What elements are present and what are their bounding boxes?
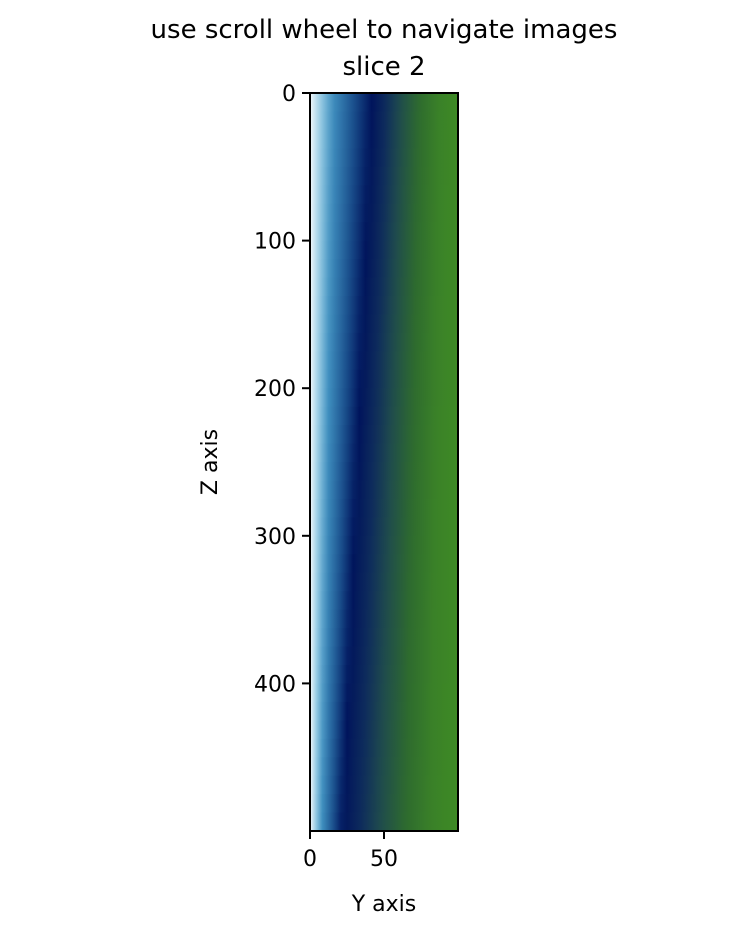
y-axis-label: Z axis [198, 429, 223, 495]
heatmap-row [310, 609, 458, 629]
y-tick-label: 0 [282, 82, 296, 107]
heatmap-row [310, 369, 458, 389]
heatmap-row [310, 591, 458, 611]
heatmap-row [310, 129, 458, 149]
heatmap-row [310, 628, 458, 648]
heatmap-row [310, 738, 458, 758]
heatmap-row [310, 646, 458, 666]
heatmap-row [310, 277, 458, 297]
heatmap-row [310, 425, 458, 445]
y-tick-label: 400 [254, 672, 296, 697]
chart-title: use scroll wheel to navigate images [151, 15, 618, 45]
chart-subtitle: slice 2 [342, 52, 425, 82]
heatmap-row [310, 203, 458, 223]
x-axis-ticks: 0 50 [303, 831, 398, 872]
x-axis-label: Y axis [351, 892, 417, 917]
heatmap-row [310, 812, 458, 832]
heatmap-row [310, 480, 458, 500]
y-axis-ticks: 0 100 200 300 400 [254, 82, 310, 697]
heatmap-row [310, 757, 458, 777]
heatmap-row [310, 295, 458, 315]
heatmap-row [310, 148, 458, 168]
y-tick-label: 100 [254, 230, 296, 255]
heatmap-row [310, 462, 458, 482]
heatmap-row [310, 720, 458, 740]
heatmap-row [310, 535, 458, 555]
heatmap-row [310, 498, 458, 518]
heatmap-row [310, 185, 458, 205]
heatmap-row [310, 683, 458, 703]
heatmap-row [310, 166, 458, 186]
heatmap-image[interactable] [310, 93, 458, 832]
heatmap-row [310, 701, 458, 721]
heatmap-row [310, 794, 458, 814]
x-tick-label: 50 [370, 847, 398, 872]
heatmap-row [310, 351, 458, 371]
heatmap-row [310, 775, 458, 795]
heatmap-row [310, 240, 458, 260]
y-tick-label: 300 [254, 525, 296, 550]
x-tick-label: 0 [303, 847, 317, 872]
heatmap-row [310, 517, 458, 537]
heatmap-row [310, 388, 458, 408]
heatmap-row [310, 664, 458, 684]
heatmap-row [310, 443, 458, 463]
heatmap-row [310, 572, 458, 592]
heatmap-row [310, 93, 458, 113]
heatmap-row [310, 314, 458, 334]
heatmap-row [310, 332, 458, 352]
heatmap-row [310, 259, 458, 279]
heatmap-row [310, 406, 458, 426]
heatmap-row [310, 554, 458, 574]
y-tick-label: 200 [254, 377, 296, 402]
heatmap-row [310, 111, 458, 131]
heatmap-row [310, 222, 458, 242]
